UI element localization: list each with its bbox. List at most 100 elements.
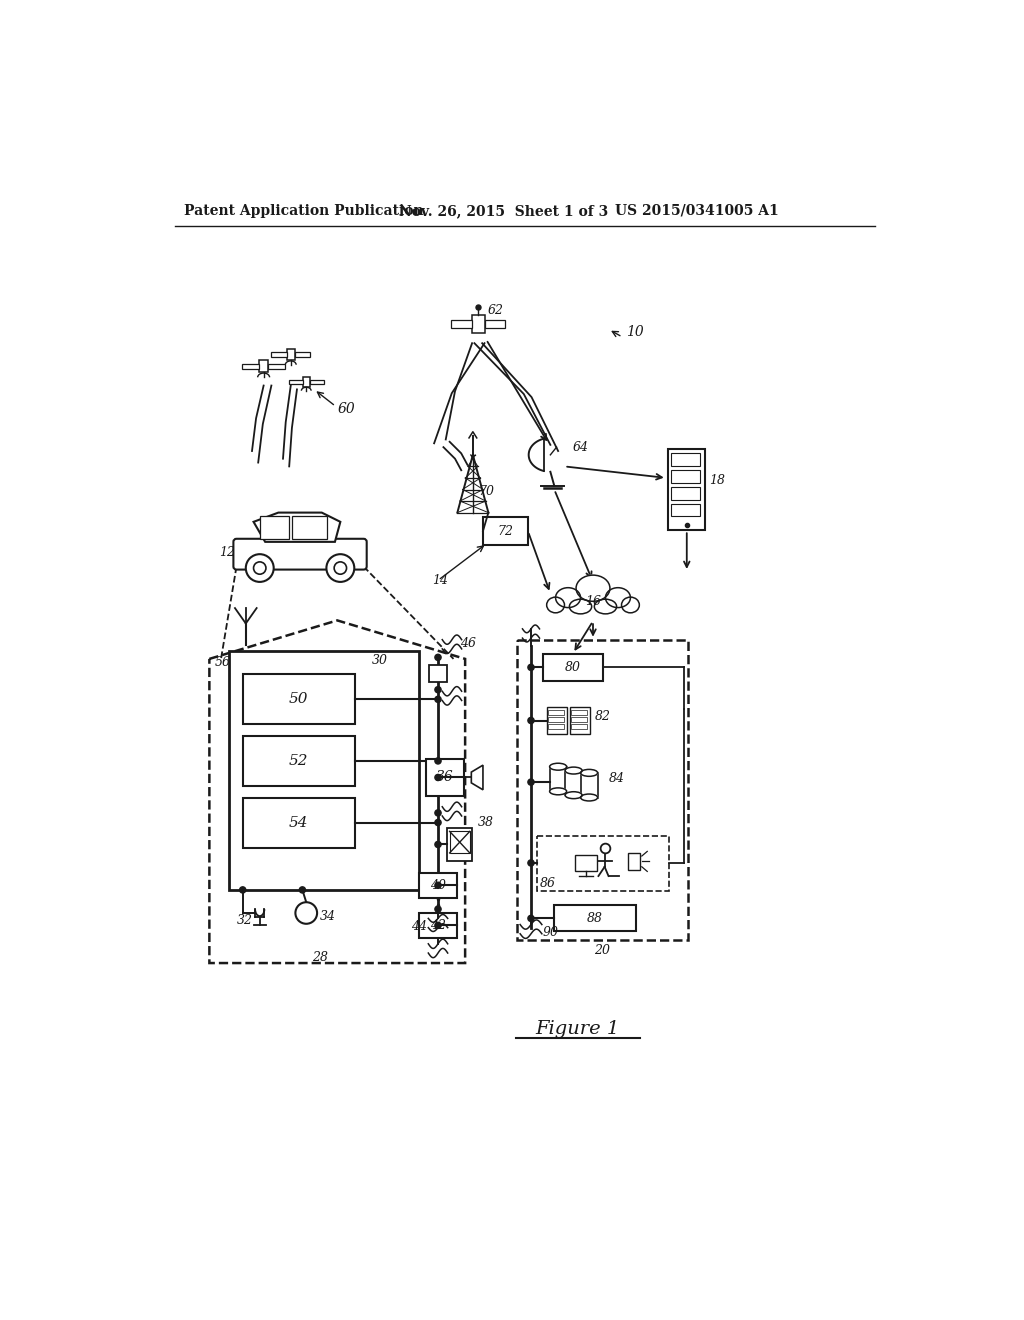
- Bar: [472, 314, 484, 333]
- Text: 54: 54: [289, 816, 308, 829]
- Text: 52: 52: [289, 754, 308, 768]
- Text: 32: 32: [237, 915, 253, 927]
- Circle shape: [435, 686, 441, 693]
- Bar: [547, 708, 566, 734]
- Circle shape: [435, 923, 441, 928]
- Bar: [287, 350, 295, 360]
- Text: 44: 44: [411, 920, 427, 933]
- Circle shape: [240, 887, 246, 892]
- Bar: [271, 352, 287, 358]
- Text: 62: 62: [487, 305, 504, 317]
- Ellipse shape: [581, 795, 598, 801]
- Bar: [420, 913, 457, 937]
- Bar: [581, 774, 598, 797]
- Text: 42: 42: [430, 919, 446, 932]
- Text: Patent Application Publication: Patent Application Publication: [183, 203, 424, 218]
- Bar: [426, 759, 464, 796]
- Text: 20: 20: [594, 944, 610, 957]
- Text: 16: 16: [585, 594, 601, 607]
- Bar: [671, 470, 700, 483]
- Bar: [569, 708, 590, 734]
- Ellipse shape: [556, 587, 581, 607]
- Ellipse shape: [550, 763, 566, 770]
- Circle shape: [435, 841, 441, 847]
- Text: 10: 10: [627, 325, 644, 339]
- Circle shape: [435, 809, 441, 816]
- Circle shape: [334, 562, 346, 574]
- Text: 64: 64: [572, 441, 589, 454]
- Bar: [628, 853, 640, 870]
- Circle shape: [327, 554, 354, 582]
- Text: 60: 60: [337, 401, 355, 416]
- Text: 86: 86: [541, 878, 556, 890]
- Polygon shape: [254, 512, 340, 543]
- Text: 28: 28: [312, 952, 329, 964]
- Bar: [669, 449, 706, 531]
- Bar: [243, 675, 355, 725]
- Bar: [543, 653, 603, 681]
- Text: 40: 40: [430, 879, 446, 892]
- Bar: [554, 906, 636, 932]
- Bar: [671, 453, 700, 466]
- Bar: [483, 517, 528, 545]
- Bar: [671, 487, 700, 499]
- Bar: [571, 718, 587, 722]
- Bar: [548, 725, 563, 729]
- Circle shape: [299, 887, 305, 892]
- Text: 18: 18: [710, 474, 725, 487]
- Circle shape: [528, 664, 535, 671]
- Circle shape: [528, 915, 535, 921]
- Text: 34: 34: [321, 911, 336, 924]
- Bar: [671, 504, 700, 516]
- Bar: [550, 767, 566, 792]
- Text: Figure 1: Figure 1: [536, 1019, 620, 1038]
- Bar: [429, 665, 447, 682]
- Text: 30: 30: [372, 653, 388, 667]
- Bar: [292, 516, 328, 539]
- Text: 90: 90: [543, 925, 559, 939]
- Ellipse shape: [565, 767, 583, 774]
- Bar: [295, 352, 310, 358]
- Bar: [571, 725, 587, 729]
- Bar: [565, 771, 583, 795]
- Bar: [303, 376, 309, 387]
- Circle shape: [435, 906, 441, 912]
- Circle shape: [435, 758, 441, 764]
- Text: 88: 88: [587, 912, 602, 925]
- Bar: [309, 380, 324, 384]
- Bar: [452, 321, 472, 327]
- Bar: [243, 737, 355, 785]
- Ellipse shape: [565, 792, 583, 799]
- Bar: [243, 364, 259, 368]
- Text: Nov. 26, 2015  Sheet 1 of 3: Nov. 26, 2015 Sheet 1 of 3: [399, 203, 608, 218]
- Ellipse shape: [569, 599, 592, 614]
- Bar: [289, 380, 303, 384]
- Text: 14: 14: [432, 574, 449, 587]
- Bar: [538, 836, 669, 891]
- Text: 82: 82: [595, 710, 610, 723]
- Bar: [447, 829, 472, 861]
- Bar: [260, 516, 289, 539]
- Bar: [484, 321, 505, 327]
- Text: 80: 80: [565, 661, 581, 675]
- Text: 56: 56: [215, 656, 230, 669]
- Ellipse shape: [581, 770, 598, 776]
- Circle shape: [295, 903, 317, 924]
- Ellipse shape: [594, 599, 616, 614]
- Bar: [548, 710, 563, 715]
- Text: 70: 70: [478, 484, 495, 498]
- FancyBboxPatch shape: [233, 539, 367, 570]
- Text: 36: 36: [436, 771, 454, 784]
- Text: 84: 84: [608, 772, 625, 785]
- Circle shape: [435, 882, 441, 888]
- Bar: [575, 855, 597, 871]
- Bar: [571, 710, 587, 715]
- Circle shape: [435, 775, 441, 780]
- Circle shape: [435, 820, 441, 825]
- Ellipse shape: [605, 587, 631, 607]
- Circle shape: [528, 718, 535, 723]
- Ellipse shape: [622, 597, 639, 612]
- Circle shape: [528, 779, 535, 785]
- Ellipse shape: [550, 788, 566, 795]
- Bar: [517, 640, 687, 940]
